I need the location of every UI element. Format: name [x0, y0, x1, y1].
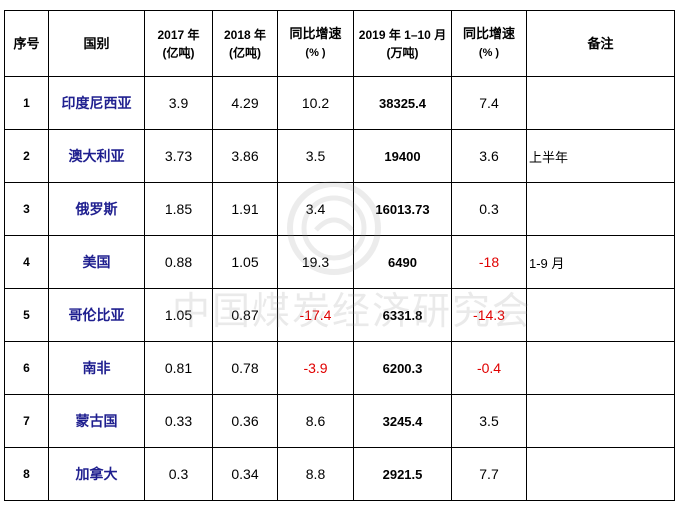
- cell-index: 6: [4, 341, 49, 395]
- cell-country: 蒙古国: [48, 394, 145, 448]
- table-row: 8 加拿大 0.3 0.34 8.8 2921.5 7.7: [4, 447, 675, 501]
- cell-note: [526, 341, 675, 395]
- header-row: 序号 国别 2017 年 (亿吨) 2018 年 (亿吨) 同比增速 (% ) …: [4, 10, 675, 77]
- header-yoy-2019: 同比增速 (% ): [451, 10, 527, 77]
- cell-yoy-2018: 3.5: [277, 129, 354, 183]
- cell-yoy-2018: -3.9: [277, 341, 354, 395]
- cell-index: 2: [4, 129, 49, 183]
- cell-country: 哥伦比亚: [48, 288, 145, 342]
- cell-2019-jan-oct: 6490: [353, 235, 452, 289]
- cell-country: 澳大利亚: [48, 129, 145, 183]
- cell-yoy-2019: 7.4: [451, 76, 527, 130]
- cell-country: 南非: [48, 341, 145, 395]
- cell-country: 加拿大: [48, 447, 145, 501]
- cell-2018: 1.91: [212, 182, 278, 236]
- cell-2017: 3.73: [144, 129, 213, 183]
- cell-index: 3: [4, 182, 49, 236]
- cell-2017: 1.85: [144, 182, 213, 236]
- table-row: 5 哥伦比亚 1.05 0.87 -17.4 6331.8 -14.3: [4, 288, 675, 342]
- cell-note: [526, 288, 675, 342]
- cell-2018: 0.78: [212, 341, 278, 395]
- header-yoy-2018: 同比增速 (% ): [277, 10, 354, 77]
- cell-index: 8: [4, 447, 49, 501]
- cell-2019-jan-oct: 6331.8: [353, 288, 452, 342]
- cell-2018: 1.05: [212, 235, 278, 289]
- cell-note: [526, 182, 675, 236]
- cell-2019-jan-oct: 6200.3: [353, 341, 452, 395]
- cell-yoy-2019: -18: [451, 235, 527, 289]
- table-row: 1 印度尼西亚 3.9 4.29 10.2 38325.4 7.4: [4, 76, 675, 130]
- coal-export-table: 序号 国别 2017 年 (亿吨) 2018 年 (亿吨) 同比增速 (% ) …: [4, 10, 675, 501]
- header-2017: 2017 年 (亿吨): [144, 10, 213, 77]
- cell-note: [526, 447, 675, 501]
- table-row: 7 蒙古国 0.33 0.36 8.6 3245.4 3.5: [4, 394, 675, 448]
- cell-2018: 0.87: [212, 288, 278, 342]
- cell-note: 1-9 月: [526, 235, 675, 289]
- cell-2017: 0.3: [144, 447, 213, 501]
- cell-country: 美国: [48, 235, 145, 289]
- cell-yoy-2018: 19.3: [277, 235, 354, 289]
- header-note: 备注: [526, 10, 675, 77]
- cell-2019-jan-oct: 38325.4: [353, 76, 452, 130]
- cell-yoy-2019: 3.5: [451, 394, 527, 448]
- cell-index: 4: [4, 235, 49, 289]
- cell-yoy-2018: -17.4: [277, 288, 354, 342]
- cell-index: 7: [4, 394, 49, 448]
- cell-yoy-2019: 0.3: [451, 182, 527, 236]
- cell-country: 俄罗斯: [48, 182, 145, 236]
- cell-2018: 3.86: [212, 129, 278, 183]
- cell-2018: 0.36: [212, 394, 278, 448]
- table-row: 4 美国 0.88 1.05 19.3 6490 -18 1-9 月: [4, 235, 675, 289]
- cell-2019-jan-oct: 3245.4: [353, 394, 452, 448]
- cell-yoy-2019: 7.7: [451, 447, 527, 501]
- cell-index: 1: [4, 76, 49, 130]
- cell-2017: 0.33: [144, 394, 213, 448]
- cell-yoy-2019: 3.6: [451, 129, 527, 183]
- header-2019-jan-oct: 2019 年 1–10 月 (万吨): [353, 10, 452, 77]
- header-index: 序号: [4, 10, 49, 77]
- table-row: 2 澳大利亚 3.73 3.86 3.5 19400 3.6 上半年: [4, 129, 675, 183]
- cell-note: [526, 394, 675, 448]
- cell-country: 印度尼西亚: [48, 76, 145, 130]
- cell-yoy-2019: -14.3: [451, 288, 527, 342]
- header-country: 国别: [48, 10, 145, 77]
- cell-2019-jan-oct: 2921.5: [353, 447, 452, 501]
- header-2018: 2018 年 (亿吨): [212, 10, 278, 77]
- cell-yoy-2019: -0.4: [451, 341, 527, 395]
- cell-note: 上半年: [526, 129, 675, 183]
- cell-index: 5: [4, 288, 49, 342]
- table-row: 6 南非 0.81 0.78 -3.9 6200.3 -0.4: [4, 341, 675, 395]
- cell-yoy-2018: 3.4: [277, 182, 354, 236]
- cell-2019-jan-oct: 16013.73: [353, 182, 452, 236]
- cell-yoy-2018: 8.8: [277, 447, 354, 501]
- cell-2018: 0.34: [212, 447, 278, 501]
- table-row: 3 俄罗斯 1.85 1.91 3.4 16013.73 0.3: [4, 182, 675, 236]
- table-container: 序号 国别 2017 年 (亿吨) 2018 年 (亿吨) 同比增速 (% ) …: [4, 10, 675, 501]
- cell-2017: 1.05: [144, 288, 213, 342]
- cell-2018: 4.29: [212, 76, 278, 130]
- cell-2017: 0.88: [144, 235, 213, 289]
- cell-2017: 0.81: [144, 341, 213, 395]
- cell-yoy-2018: 8.6: [277, 394, 354, 448]
- cell-note: [526, 76, 675, 130]
- cell-2017: 3.9: [144, 76, 213, 130]
- cell-2019-jan-oct: 19400: [353, 129, 452, 183]
- cell-yoy-2018: 10.2: [277, 76, 354, 130]
